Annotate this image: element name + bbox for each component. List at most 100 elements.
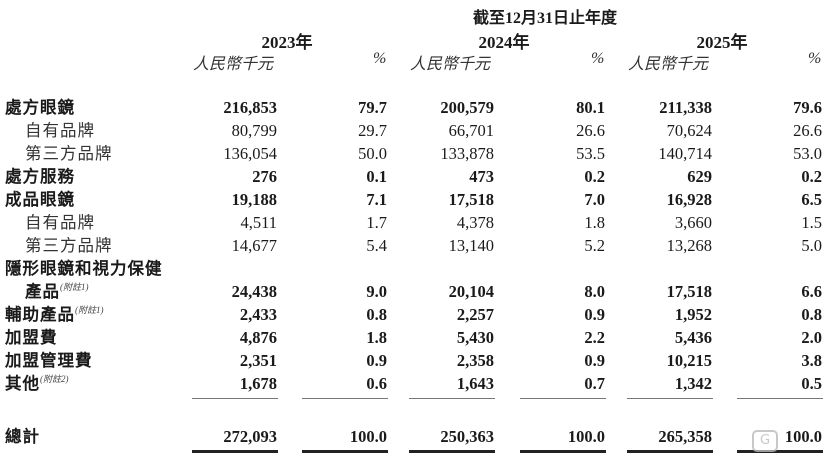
- cell-value: 26.6: [793, 121, 822, 140]
- cell-value: 200,579: [440, 98, 494, 117]
- unit-percent-2023: %: [373, 50, 387, 67]
- cell-value: 5,436: [674, 328, 712, 347]
- cell-value: 629: [687, 167, 712, 186]
- table-row: 產品(附註1) 24,438 9.0 20,104 8.0 17,518 6.6: [0, 280, 831, 303]
- total-value: 100.0: [784, 427, 822, 446]
- cell-value: 5,430: [456, 328, 494, 347]
- double-rule: [302, 450, 388, 453]
- row-label: 自有品牌: [25, 211, 95, 234]
- row-label-text: 成品眼鏡: [5, 190, 75, 209]
- cell-value: 0.8: [366, 305, 387, 324]
- double-rule: [627, 450, 713, 453]
- cell-value: 1.7: [366, 213, 387, 232]
- cell-value: 0.9: [584, 305, 605, 324]
- cell-value: 2.2: [584, 328, 605, 347]
- cell-value: 66,701: [448, 121, 494, 140]
- table-row: 自有品牌 80,799 29.7 66,701 26.6 70,624 26.6: [0, 119, 831, 142]
- double-rule: [520, 450, 606, 453]
- cell-value: 1.5: [801, 213, 822, 232]
- cell-value: 17,518: [448, 190, 494, 209]
- row-label-text: 輔助產品: [5, 305, 75, 324]
- single-rule: [302, 398, 388, 399]
- cell-value: 24,438: [231, 282, 277, 301]
- cell-value: 14,677: [231, 236, 277, 255]
- table-row: 加盟費 4,876 1.8 5,430 2.2 5,436 2.0: [0, 326, 831, 349]
- total-value: 265,358: [658, 427, 712, 446]
- row-label: 產品(附註1): [25, 280, 89, 303]
- single-rule: [627, 398, 713, 399]
- cell-value: 7.1: [366, 190, 387, 209]
- cell-value: 26.6: [576, 121, 605, 140]
- table-row: 輔助產品(附註1) 2,433 0.8 2,257 0.9 1,952 0.8: [0, 303, 831, 326]
- cell-value: 0.8: [801, 305, 822, 324]
- cell-value: 79.7: [358, 98, 387, 117]
- watermark-logo: G: [752, 430, 778, 452]
- cell-value: 0.9: [584, 351, 605, 370]
- row-label-text: 加盟費: [5, 328, 58, 347]
- total-value: 272,093: [223, 427, 277, 446]
- cell-value: 29.7: [358, 121, 387, 140]
- cell-value: 79.6: [793, 98, 822, 117]
- unit-percent-2024: %: [591, 50, 605, 67]
- cell-value: 211,338: [659, 98, 712, 117]
- table-row: 其他(附註2) 1,678 0.6 1,643 0.7 1,342 0.5: [0, 372, 831, 395]
- cell-value: 2,358: [456, 351, 494, 370]
- cell-value: 3.8: [801, 351, 822, 370]
- row-label: 隱形眼鏡和視力保健: [5, 257, 163, 280]
- row-label-text: 自有品牌: [25, 213, 95, 232]
- cell-value: 1,342: [674, 374, 712, 393]
- cell-value: 0.2: [801, 167, 822, 186]
- cell-value: 70,624: [666, 121, 712, 140]
- total-value: 250,363: [440, 427, 494, 446]
- footnote-ref: (附註1): [60, 282, 89, 292]
- row-label: 第三方品牌: [25, 234, 113, 257]
- row-label: 處方服務: [5, 165, 75, 188]
- single-rule: [520, 398, 606, 399]
- cell-value: 17,518: [666, 282, 712, 301]
- double-rule: [409, 450, 495, 453]
- double-rule: [192, 450, 278, 453]
- single-rule: [192, 398, 278, 399]
- row-label: 加盟費: [5, 326, 58, 349]
- total-value: 100.0: [349, 427, 387, 446]
- cell-value: 19,188: [231, 190, 277, 209]
- cell-value: 4,511: [240, 213, 277, 232]
- cell-value: 0.6: [366, 374, 387, 393]
- row-label-text: 處方眼鏡: [5, 98, 75, 117]
- year-2023: 2023年: [261, 33, 313, 52]
- total-value: 100.0: [567, 427, 605, 446]
- cell-value: 80.1: [576, 98, 605, 117]
- unit-amount-2024: 人民幣千元: [410, 56, 491, 73]
- cell-value: 6.6: [801, 282, 822, 301]
- cell-value: 473: [469, 167, 494, 186]
- cell-value: 4,378: [456, 213, 494, 232]
- cell-value: 276: [252, 167, 277, 186]
- year-2025: 2025年: [696, 33, 748, 52]
- cell-value: 2,257: [456, 305, 494, 324]
- cell-value: 5.4: [366, 236, 387, 255]
- table-row: 自有品牌 4,511 1.7 4,378 1.8 3,660 1.5: [0, 211, 831, 234]
- cell-value: 2,351: [239, 351, 277, 370]
- cell-value: 80,799: [231, 121, 277, 140]
- row-label-text: 產品: [25, 282, 60, 301]
- row-label: 第三方品牌: [25, 142, 113, 165]
- row-label-text: 加盟管理費: [5, 351, 93, 370]
- row-label-text: 自有品牌: [25, 121, 95, 140]
- cell-value: 1.8: [366, 328, 387, 347]
- table-row: 隱形眼鏡和視力保健: [0, 257, 831, 280]
- cell-value: 10,215: [666, 351, 712, 370]
- table-row: 處方服務 276 0.1 473 0.2 629 0.2: [0, 165, 831, 188]
- year-2024: 2024年: [478, 33, 530, 52]
- single-rule: [409, 398, 495, 399]
- period-header: 截至12月31日止年度: [472, 10, 617, 27]
- cell-value: 50.0: [358, 144, 387, 163]
- row-label-text: 處方服務: [5, 167, 75, 186]
- cell-value: 0.5: [801, 374, 822, 393]
- cell-value: 4,876: [239, 328, 277, 347]
- row-label-text: 隱形眼鏡和視力保健: [5, 259, 163, 278]
- cell-value: 1,678: [239, 374, 277, 393]
- cell-value: 0.2: [584, 167, 605, 186]
- cell-value: 53.5: [576, 144, 605, 163]
- cell-value: 5.0: [801, 236, 822, 255]
